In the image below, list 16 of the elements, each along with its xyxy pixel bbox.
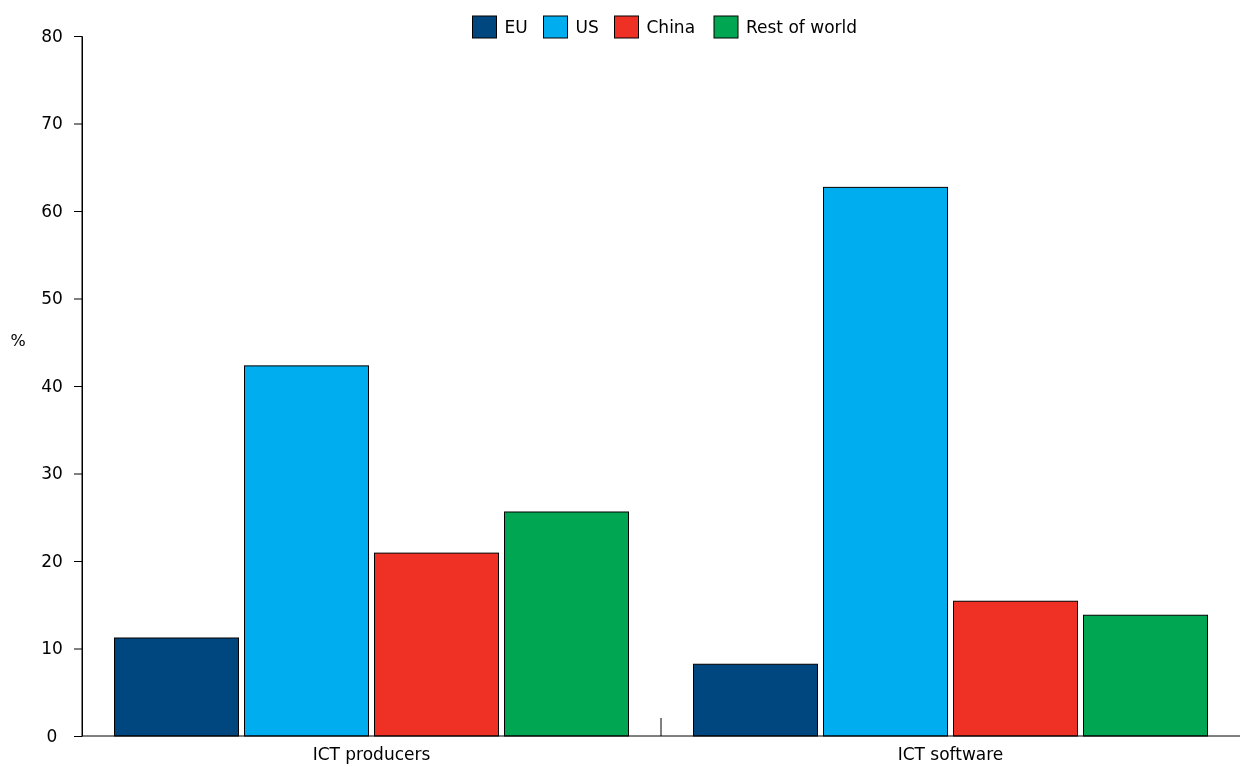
legend-label: China [646,16,696,37]
y-tick-label: 40 [41,375,63,396]
y-tick-label: 10 [41,638,63,659]
y-axis-title: % [10,331,26,350]
y-tick-label: 80 [41,25,63,46]
y-tick-label: 70 [41,113,63,134]
x-tick-label: ICT producers [312,744,431,764]
y-tick-label: 50 [41,288,63,309]
y-tick-label: 0 [46,725,58,746]
legend-label: EU [504,16,528,37]
legend-label: Rest of world [746,16,858,37]
y-tick-label: 20 [41,550,63,571]
y-tick-label: 60 [41,200,63,221]
x-tick-label: ICT software [897,744,1004,764]
legend-label: US [575,16,599,37]
y-tick-label: 30 [41,463,63,484]
